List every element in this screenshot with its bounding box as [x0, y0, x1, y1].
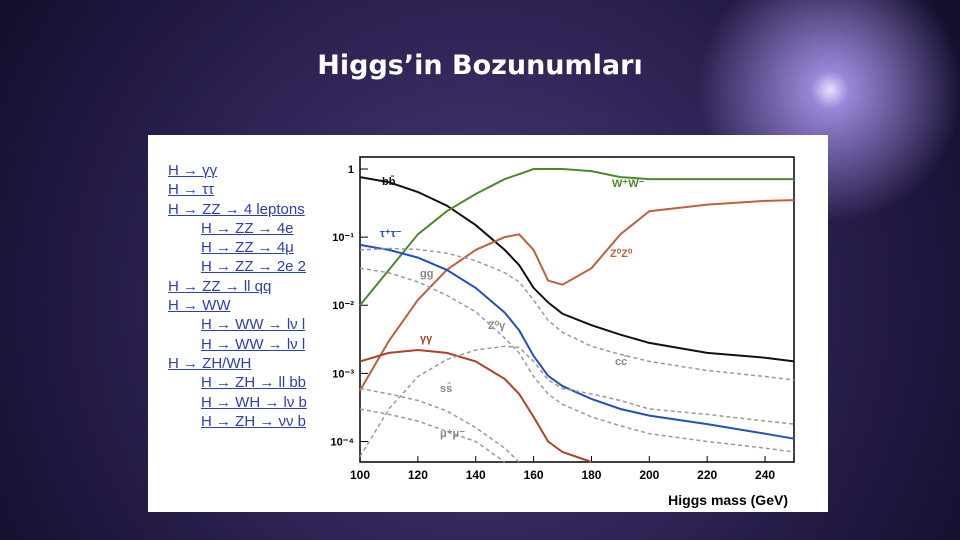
series-line [359, 345, 795, 457]
series-line [359, 243, 795, 440]
series-label: W⁺W⁻ [612, 178, 645, 190]
x-tick-label: 240 [755, 468, 775, 482]
link-list: H → γγ H → ττ H → ZZ → 4 leptons H → ZZ … [168, 161, 358, 431]
x-axis-label: Higgs mass (GeV) [668, 492, 788, 508]
series-line [359, 408, 506, 463]
x-tick-label: 140 [466, 468, 486, 482]
x-tick-label: 160 [524, 468, 544, 482]
series-label: ss̄ [440, 383, 452, 395]
y-tick-label: 10⁻⁴ [331, 436, 354, 448]
x-tick-label: 180 [581, 468, 601, 482]
link[interactable]: H → ττ [168, 181, 215, 199]
series-label: bb̄ [382, 176, 396, 188]
series-line [359, 267, 795, 453]
slide-title: Higgs’in Bozunumları [317, 50, 643, 81]
series-line [359, 387, 520, 463]
series-label: μ⁺μ⁻ [440, 428, 465, 440]
x-tick-label: 120 [408, 468, 428, 482]
link[interactable]: H → ZH → ll bb [201, 374, 307, 392]
chart: Higgs mass (GeV) 100 120 140 160 180 200 220 24… [331, 156, 795, 508]
figure: H → γγ H → ττ H → ZZ → 4 leptons H → ZZ … [148, 135, 828, 512]
link[interactable]: H → WW → lν l [201, 316, 306, 334]
y-tick-label: 10⁻¹ [332, 232, 354, 244]
link[interactable]: H → γγ [168, 162, 218, 179]
link[interactable]: H → ZZ → 4μ [201, 239, 294, 257]
x-tick-label: 200 [639, 468, 659, 482]
series-line [359, 247, 795, 381]
y-tick-label: 10⁻² [332, 300, 354, 312]
series-line [359, 348, 592, 463]
x-tick-label: 220 [697, 468, 717, 482]
link[interactable]: H → WW [168, 297, 231, 315]
link[interactable]: H → ZH → νν b [201, 412, 307, 430]
series-label: τ⁺τ⁻ [380, 228, 402, 240]
x-tick-label: 100 [350, 468, 370, 482]
series-label: cc̄ [615, 356, 627, 368]
link[interactable]: H → ZZ → ll qq [168, 277, 272, 295]
link[interactable]: H → ZZ → 4 leptons [168, 200, 305, 218]
series-line [359, 176, 795, 363]
series-label: γγ [420, 333, 433, 345]
y-tick-label: 10⁻³ [332, 368, 354, 380]
link[interactable]: H → ZZ → 2e 2 [201, 258, 307, 276]
series-line [359, 168, 794, 306]
link[interactable]: H → WH → lν b [201, 393, 307, 411]
series-line [359, 199, 795, 392]
y-tick-label: 1 [348, 164, 354, 176]
link[interactable]: H → WW → lν l [201, 335, 306, 353]
series-label: gg [420, 268, 433, 280]
link[interactable]: H → ZH/WH [168, 354, 252, 372]
series-label: Z⁰γ [488, 320, 506, 332]
series-label: Z⁰Z⁰ [610, 248, 633, 260]
link[interactable]: H → ZZ → 4e [201, 219, 294, 237]
